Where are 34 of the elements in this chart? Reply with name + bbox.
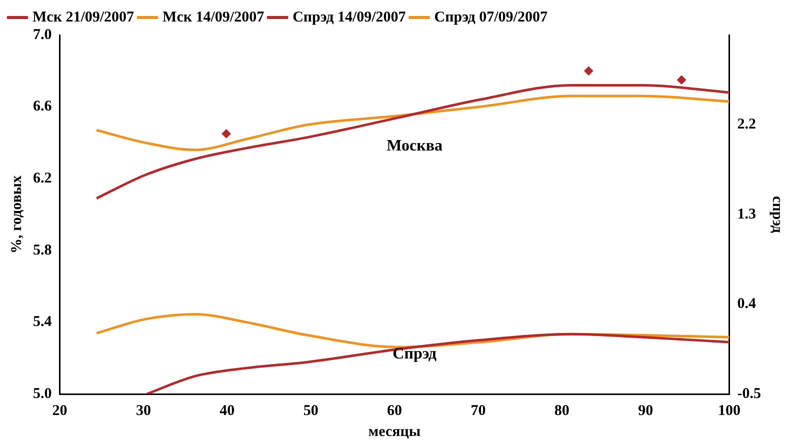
- y2-axis-title: спрэд: [769, 196, 786, 234]
- y2-tick-label: 0.4: [737, 296, 757, 312]
- line-series: [146, 332, 730, 394]
- x-tick-label: 90: [638, 402, 654, 419]
- line-series: [95, 94, 730, 152]
- x-tick-label: 60: [387, 402, 402, 419]
- x-tick-label: 80: [554, 402, 570, 419]
- legend-label: Спрэд 07/09/2007: [434, 9, 548, 26]
- y2-tick-label: 1.3: [737, 206, 756, 222]
- line-series: [95, 84, 730, 200]
- point: [677, 75, 686, 84]
- x-axis-title: месяцы: [368, 424, 421, 440]
- y-tick-label: 6.2: [33, 170, 52, 186]
- x-tick-label: 50: [303, 402, 318, 419]
- annotation: Москва: [386, 137, 443, 154]
- legend-label: Спрэд 14/09/2007: [292, 9, 406, 26]
- legend-label: Мск 21/09/2007: [32, 9, 135, 26]
- point: [222, 129, 231, 138]
- x-tick-label: 20: [52, 402, 68, 419]
- x-tick-label: 30: [136, 402, 151, 419]
- annotation: Спрэд: [392, 346, 437, 363]
- y-tick-label: 5.0: [33, 386, 52, 402]
- y-tick-label: 6.6: [33, 98, 52, 115]
- x-tick-label: 100: [718, 402, 741, 419]
- y2-tick-label: 2.2: [737, 116, 756, 133]
- x-tick-label: 40: [220, 402, 235, 419]
- y-tick-label: 5.8: [33, 242, 52, 258]
- y-tick-label: 7.0: [33, 26, 52, 43]
- y2-tick-label: -0.5: [737, 386, 762, 402]
- x-tick-label: 70: [470, 402, 486, 419]
- y-tick-label: 5.4: [33, 314, 52, 330]
- point: [584, 66, 594, 76]
- y-axis-title: %, годовых: [8, 174, 25, 254]
- legend-label: Мск 14/09/2007: [162, 9, 265, 26]
